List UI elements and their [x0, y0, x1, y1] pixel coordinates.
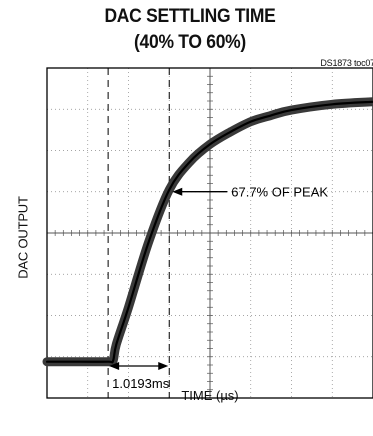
peak-label: 67.7% OF PEAK: [231, 185, 328, 200]
signal-trace: [45, 100, 373, 364]
plot-frame: [46, 67, 373, 399]
guide-lines: [107, 68, 170, 398]
grid-lines: [46, 67, 373, 399]
chart-title: DAC SETTLING TIME: [104, 6, 276, 27]
figure-id: DS1873 toc07: [320, 58, 373, 68]
span-arrow-head-right: [158, 362, 169, 370]
span-arrow-head-left: [109, 362, 120, 370]
annotations: 67.7% OF PEAK 1.0193ms: [109, 185, 328, 391]
peak-arrow-head: [172, 187, 183, 196]
chart-subtitle: (40% TO 60%): [134, 32, 246, 53]
span-label: 1.0193ms: [112, 376, 170, 391]
